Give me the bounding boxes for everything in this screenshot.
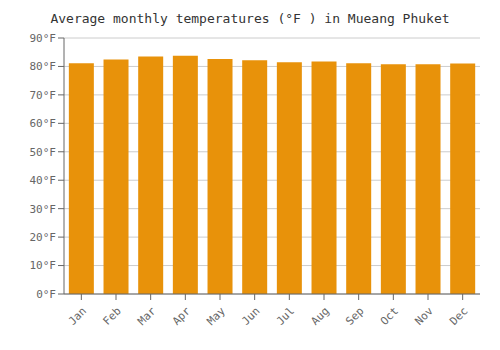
svg-text:10°F: 10°F xyxy=(30,259,57,272)
svg-text:May: May xyxy=(205,304,229,328)
svg-text:20°F: 20°F xyxy=(30,231,57,244)
svg-text:30°F: 30°F xyxy=(30,203,57,216)
svg-text:Dec: Dec xyxy=(447,305,470,328)
svg-text:Jul: Jul xyxy=(274,305,297,328)
svg-text:Jan: Jan xyxy=(66,305,89,328)
svg-text:Aug: Aug xyxy=(309,305,332,328)
svg-text:70°F: 70°F xyxy=(30,89,57,102)
svg-text:Oct: Oct xyxy=(378,305,401,328)
svg-text:50°F: 50°F xyxy=(30,146,57,159)
svg-text:Sep: Sep xyxy=(343,305,366,328)
svg-text:60°F: 60°F xyxy=(30,117,57,130)
svg-text:Mar: Mar xyxy=(135,304,159,328)
svg-text:0°F: 0°F xyxy=(36,288,56,301)
svg-text:90°F: 90°F xyxy=(30,32,57,45)
svg-text:Feb: Feb xyxy=(101,305,124,328)
svg-text:Nov: Nov xyxy=(413,304,437,328)
html-text:Average monthly temperatures (: Average monthly temperatures (°F ) in Mu… xyxy=(50,11,450,26)
svg-text:80°F: 80°F xyxy=(30,60,57,73)
svg-text:Apr: Apr xyxy=(170,304,194,328)
svg-text:Jun: Jun xyxy=(239,305,262,328)
svg-text:40°F: 40°F xyxy=(30,174,57,187)
